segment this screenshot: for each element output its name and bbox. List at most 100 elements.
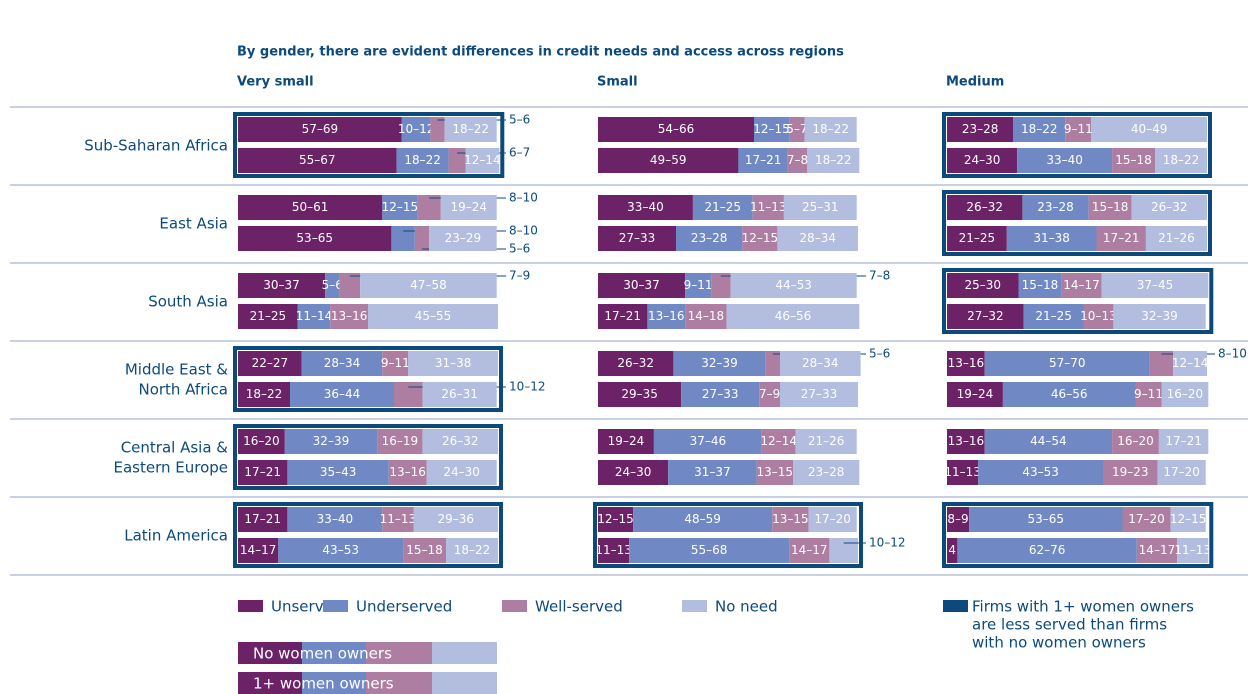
bar-segment: [287, 507, 383, 532]
bar-segment: [403, 538, 446, 563]
segment-label: 14–17: [1063, 278, 1100, 292]
segment-label: 4: [948, 543, 956, 557]
segment-label: 11–13: [944, 465, 981, 479]
segment-label: 53–65: [296, 231, 333, 245]
bar-segment: [598, 460, 669, 485]
segment-label: 15–18: [1115, 153, 1152, 167]
callout-label: 10–12: [869, 536, 906, 550]
segment-label: 26–32: [442, 434, 479, 448]
segment-label: 30–37: [623, 278, 660, 292]
bar-segment: [957, 538, 1137, 563]
legend-swatch: [238, 600, 263, 612]
bar-segment: [448, 148, 466, 173]
key-segment: [302, 672, 366, 694]
bar-segment: [947, 507, 970, 532]
bar-segment: [1017, 148, 1113, 173]
key-segment: [238, 672, 302, 694]
bar-segment: [1173, 351, 1207, 376]
bar-segment: [382, 195, 418, 220]
bar-segment: [1157, 460, 1206, 485]
highlight-box: [942, 112, 1212, 178]
segment-label: 24–30: [964, 153, 1001, 167]
bar-segment: [417, 195, 441, 220]
segment-label: 9–11: [684, 278, 713, 292]
segment-label: 19–24: [608, 434, 645, 448]
segment-label: 21–25: [959, 231, 996, 245]
segment-label: 21–25: [250, 309, 287, 323]
segment-label: 18–22: [404, 153, 441, 167]
bar-segment: [430, 117, 445, 142]
segment-label: 32–39: [701, 356, 738, 370]
segment-label: 15–18: [406, 543, 443, 557]
segment-label: 23–29: [445, 231, 482, 245]
bar-segment: [793, 460, 860, 485]
bar-segment: [692, 195, 753, 220]
segment-label: 13–15: [757, 465, 794, 479]
bar-segment: [1096, 226, 1146, 251]
bar-segment: [394, 382, 423, 407]
segment-label: 25–30: [964, 278, 1001, 292]
legend-label: Underserved: [356, 598, 452, 616]
segment-label: 53–65: [1028, 512, 1065, 526]
segment-label: 31–37: [694, 465, 731, 479]
bar-segment: [598, 351, 674, 376]
bar-segment: [598, 117, 754, 142]
bar-segment: [668, 460, 757, 485]
segment-label: 23–28: [962, 122, 999, 136]
callout-label: 7–8: [869, 269, 890, 283]
segment-label: 28–34: [324, 356, 361, 370]
bar-segment: [1065, 117, 1092, 142]
bar-segment: [1131, 195, 1207, 220]
bar-segment: [598, 273, 686, 298]
segment-label: 13–16: [948, 356, 985, 370]
bar-segment: [297, 304, 331, 329]
bar-segment: [377, 429, 423, 454]
legend-label: are less served than firms: [972, 616, 1167, 634]
segment-label: 14–17: [791, 543, 828, 557]
segment-label: 19–23: [1112, 465, 1149, 479]
bar-segment: [647, 304, 686, 329]
bar-segment: [238, 304, 298, 329]
segment-label: 26–32: [966, 200, 1003, 214]
segment-label: 12–14: [464, 153, 501, 167]
segment-label: 12–15: [597, 512, 634, 526]
bar-segment: [1161, 382, 1209, 407]
segment-label: 28–34: [799, 231, 836, 245]
segment-label: 8–9: [947, 512, 968, 526]
bar-segment: [238, 382, 290, 407]
bar-segment: [789, 538, 830, 563]
bar-segment: [829, 538, 858, 563]
bar-segment: [330, 304, 368, 329]
highlight-box: [593, 502, 863, 568]
callout-label: 10–12: [509, 380, 546, 394]
bar-segment: [765, 351, 780, 376]
bar-segment: [238, 195, 383, 220]
segment-label: 17–20: [814, 512, 851, 526]
segment-label: 16–20: [1117, 434, 1154, 448]
legend-label: No need: [715, 598, 778, 616]
segment-label: 32–39: [313, 434, 350, 448]
region-label: Central Asia &: [121, 439, 229, 457]
segment-label: 54–66: [658, 122, 695, 136]
segment-label: 13–16: [389, 465, 426, 479]
region-label: East Asia: [159, 215, 228, 233]
segment-label: 17–21: [244, 512, 281, 526]
bar-segment: [238, 429, 285, 454]
segment-label: 29–35: [621, 387, 658, 401]
key-label: 1+ women owners: [253, 675, 394, 693]
bar-segment: [238, 148, 397, 173]
segment-label: 33–40: [627, 200, 664, 214]
bar-segment: [789, 117, 805, 142]
callout-label: 8–10: [509, 224, 538, 238]
bar-segment: [290, 382, 394, 407]
bar-segment: [238, 460, 288, 485]
bar-segment: [1002, 382, 1136, 407]
segment-label: 11–13: [750, 200, 787, 214]
bar-segment: [1170, 507, 1206, 532]
bar-segment: [413, 507, 498, 532]
bar-segment: [465, 148, 500, 173]
segment-label: 11–13: [1174, 543, 1211, 557]
bar-segment: [1061, 273, 1102, 298]
segment-label: 36–44: [324, 387, 361, 401]
bar-segment: [1088, 195, 1132, 220]
